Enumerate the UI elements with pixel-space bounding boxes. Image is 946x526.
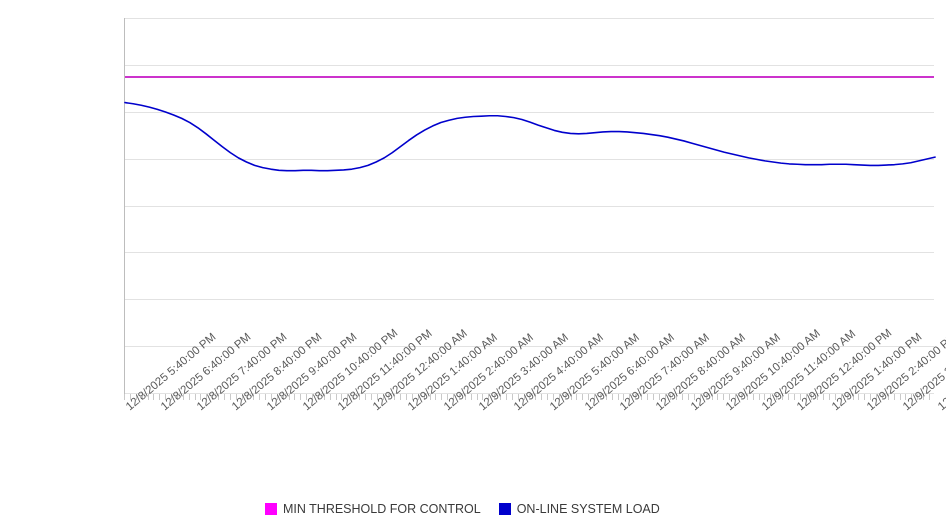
chart-container: 12/8/2025 5:40:00 PM 12/8/2025 6:40:00 PM… [0, 0, 946, 526]
threshold-color-swatch [265, 503, 277, 515]
plot-area [124, 18, 934, 394]
online-system-load-line[interactable] [125, 18, 934, 393]
x-axis-labels: 12/8/2025 5:40:00 PM 12/8/2025 6:40:00 PM… [124, 404, 934, 494]
min-threshold-line[interactable] [125, 76, 934, 78]
chart-legend: MIN THRESHOLD FOR CONTROL ON-LINE SYSTEM… [265, 499, 865, 519]
legend-item-threshold[interactable]: MIN THRESHOLD FOR CONTROL [265, 502, 481, 516]
legend-label-load: ON-LINE SYSTEM LOAD [517, 502, 660, 516]
legend-label-threshold: MIN THRESHOLD FOR CONTROL [283, 502, 481, 516]
legend-item-load[interactable]: ON-LINE SYSTEM LOAD [499, 502, 660, 516]
load-color-swatch [499, 503, 511, 515]
